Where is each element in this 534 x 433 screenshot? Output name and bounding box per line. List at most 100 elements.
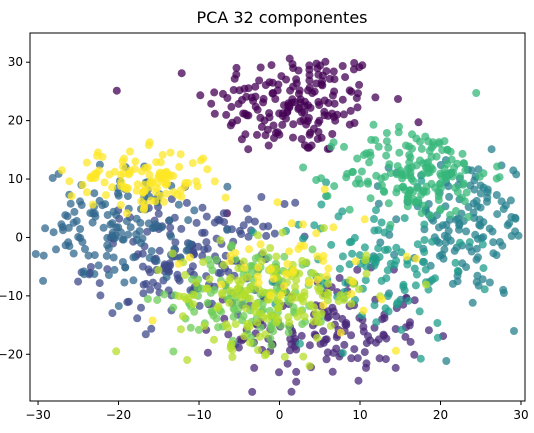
data-point (370, 301, 379, 310)
data-point (192, 278, 201, 287)
data-point (355, 285, 363, 294)
data-point (312, 229, 321, 238)
data-point (273, 128, 282, 137)
data-point (328, 130, 337, 138)
data-point (188, 159, 197, 168)
data-point (146, 285, 155, 294)
data-point (511, 214, 520, 223)
data-point (348, 277, 357, 286)
data-point (141, 164, 150, 172)
data-point (151, 220, 160, 229)
data-point (147, 247, 156, 256)
data-point (355, 80, 364, 89)
data-point (384, 199, 393, 208)
data-point (416, 354, 425, 363)
data-point (400, 214, 409, 223)
data-point (340, 340, 349, 349)
data-point (487, 145, 496, 154)
data-point (188, 262, 197, 271)
data-point (386, 259, 395, 268)
data-point (397, 325, 406, 334)
data-point (462, 227, 471, 236)
data-point (162, 273, 171, 282)
data-point (424, 158, 433, 167)
data-point (380, 228, 389, 237)
data-point (327, 142, 335, 151)
data-point (320, 96, 329, 105)
data-point (261, 81, 270, 90)
x-tick-label: 30 (513, 408, 528, 422)
data-point (329, 223, 338, 232)
data-point (436, 184, 445, 192)
data-point (217, 280, 226, 289)
data-point (345, 238, 354, 247)
data-point (445, 192, 454, 201)
data-point (133, 180, 142, 189)
data-point (459, 180, 467, 189)
data-point (214, 268, 223, 277)
data-point (315, 287, 324, 296)
x-tick-label: −30 (25, 408, 50, 422)
data-point (404, 192, 413, 201)
data-point (196, 156, 205, 165)
data-point (422, 182, 431, 191)
data-point (510, 327, 518, 335)
data-point (305, 278, 314, 287)
data-point (322, 272, 331, 281)
data-point (165, 216, 174, 225)
data-point (284, 313, 293, 322)
data-point (223, 182, 232, 191)
data-point (303, 143, 312, 152)
data-point (348, 249, 357, 258)
data-point (451, 258, 460, 267)
data-point (31, 250, 40, 258)
data-point (178, 312, 187, 321)
data-point (305, 341, 314, 350)
data-point (39, 251, 48, 260)
data-point (393, 184, 402, 193)
x-tick-label: −10 (186, 408, 211, 422)
data-point (174, 200, 183, 209)
data-point (219, 261, 228, 269)
data-point (280, 200, 289, 208)
x-tick-label: 10 (352, 408, 367, 422)
data-point (365, 158, 374, 167)
data-point (369, 120, 378, 129)
data-point (338, 62, 347, 70)
data-point (251, 254, 260, 263)
data-point (318, 81, 327, 90)
data-point (251, 82, 260, 91)
data-point (257, 122, 266, 131)
data-point (359, 306, 368, 315)
data-point (314, 318, 323, 327)
data-point (331, 116, 340, 125)
data-point (382, 151, 391, 160)
data-point (336, 328, 345, 337)
data-point (509, 166, 518, 175)
data-point (386, 220, 395, 229)
x-tick-label: 20 (433, 408, 448, 422)
data-point (310, 221, 319, 230)
data-point (142, 279, 151, 288)
data-point (182, 246, 191, 255)
data-point (206, 261, 215, 270)
data-point (147, 324, 156, 333)
data-point (347, 289, 356, 298)
data-point (126, 147, 134, 156)
data-point (296, 339, 304, 348)
data-point (166, 223, 175, 232)
data-point (338, 207, 347, 216)
data-point (372, 318, 381, 327)
data-point (132, 214, 141, 223)
data-point (319, 327, 328, 336)
data-point (495, 173, 504, 182)
data-point (410, 296, 419, 305)
data-point (67, 192, 76, 201)
data-point (176, 325, 185, 334)
data-point (404, 296, 413, 305)
data-point (353, 154, 362, 163)
data-point (155, 246, 164, 255)
data-point (210, 335, 218, 344)
data-point (74, 277, 83, 286)
data-point (292, 79, 301, 88)
